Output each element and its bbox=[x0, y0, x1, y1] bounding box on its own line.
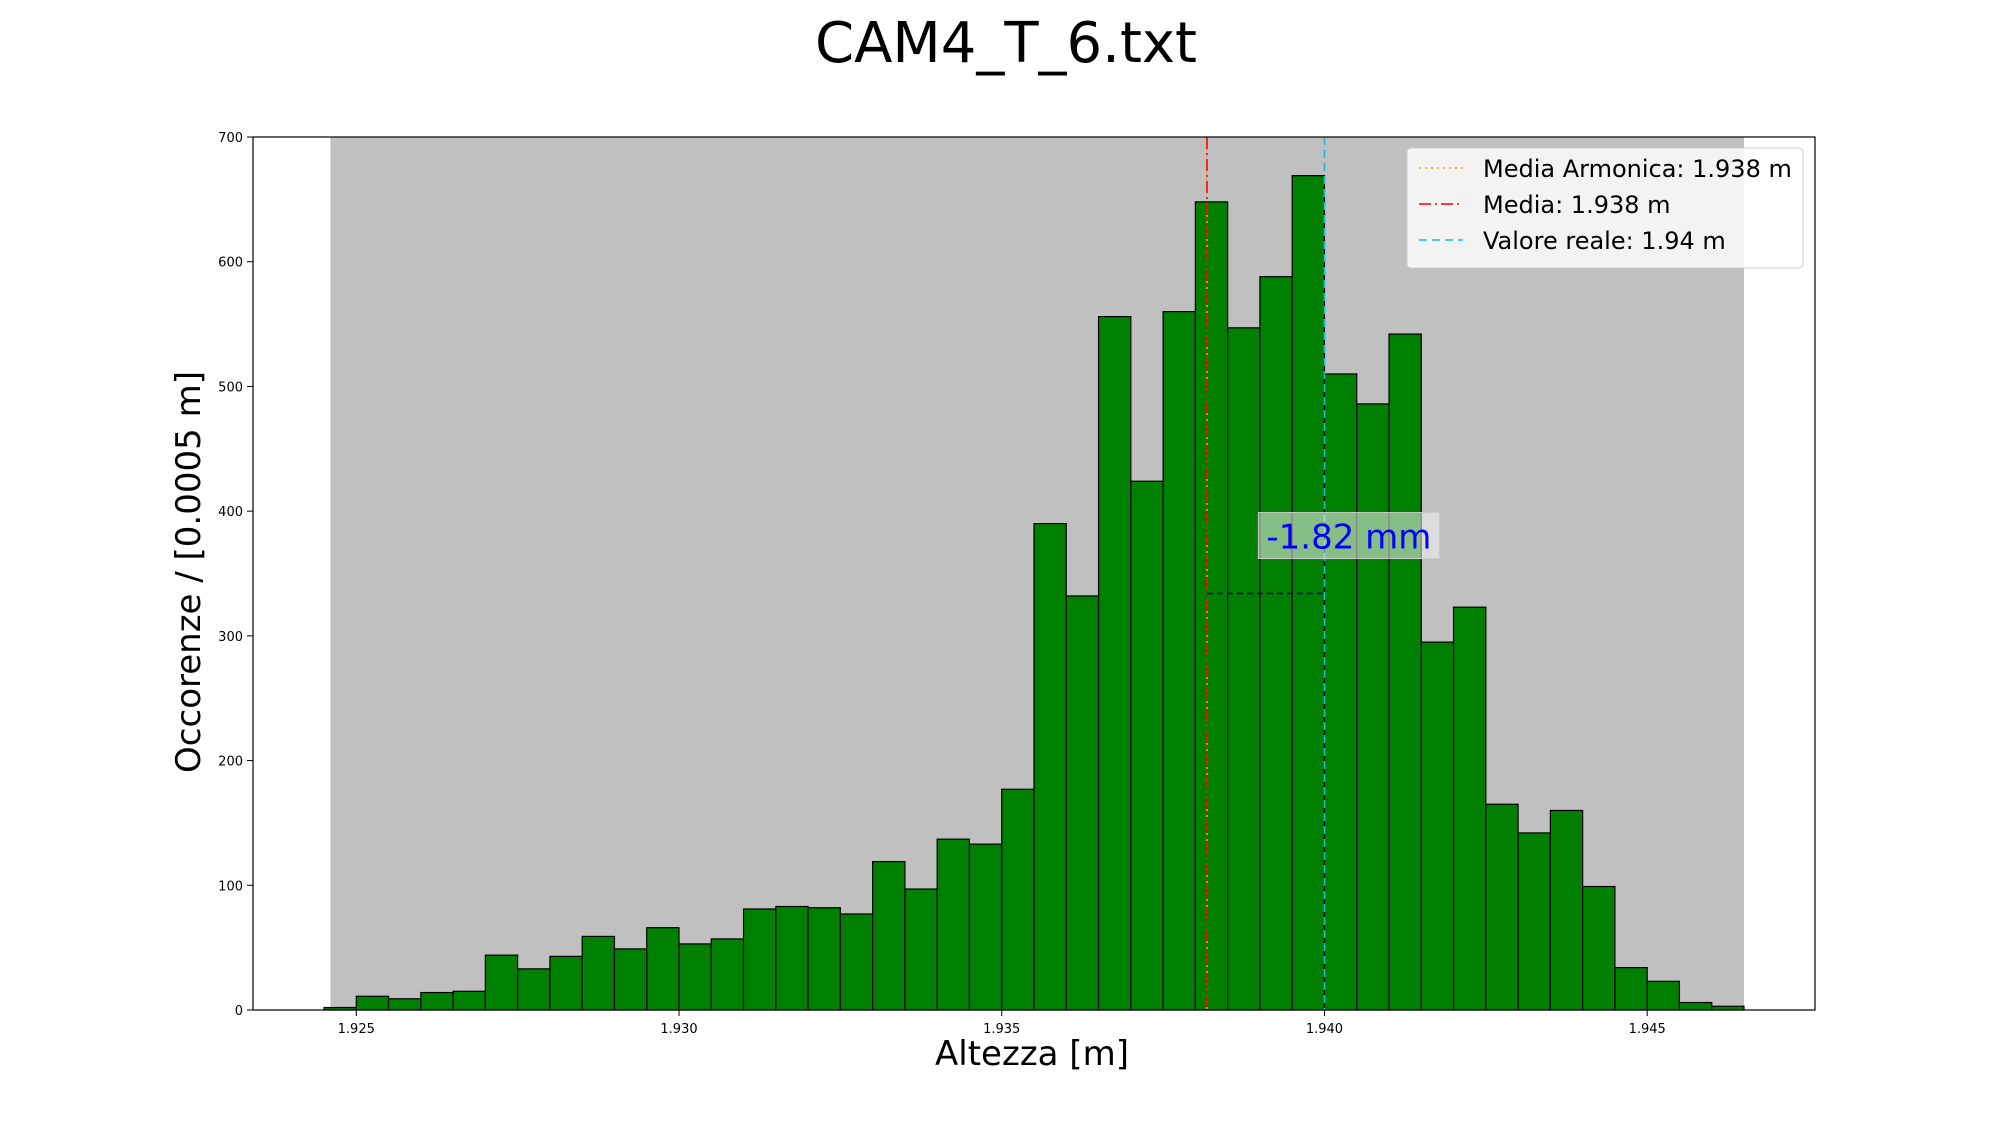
x-tick-label: 1.925 bbox=[338, 1022, 375, 1037]
histogram-bar bbox=[613, 948, 648, 1011]
y-tick-label: 100 bbox=[218, 879, 243, 894]
x-axis-label: Altezza [m] bbox=[935, 1034, 1129, 1074]
chart-title: CAM4_T_6.txt bbox=[815, 11, 1197, 76]
histogram-bar bbox=[1162, 311, 1196, 1011]
histogram-bar bbox=[452, 990, 486, 1011]
y-tick-label: 400 bbox=[218, 505, 243, 520]
histogram-bar bbox=[904, 888, 938, 1011]
x-tick-label: 1.935 bbox=[983, 1022, 1020, 1037]
histogram-bar bbox=[1388, 333, 1422, 1011]
histogram-bar bbox=[1485, 803, 1519, 1011]
plot-frame bbox=[252, 136, 1816, 1011]
histogram-bar bbox=[1097, 315, 1132, 1011]
histogram-bar bbox=[1549, 809, 1584, 1011]
histogram-bar bbox=[1452, 606, 1487, 1011]
histogram-bar bbox=[1259, 276, 1293, 1011]
histogram-bar bbox=[1194, 201, 1229, 1011]
histogram-bar bbox=[355, 995, 390, 1011]
histogram-bar bbox=[420, 991, 454, 1011]
histogram-bar bbox=[1356, 403, 1390, 1011]
histogram-bar bbox=[742, 908, 777, 1011]
y-tick-label: 600 bbox=[218, 256, 243, 271]
legend-box bbox=[1406, 147, 1804, 269]
histogram-bar bbox=[517, 968, 551, 1011]
y-tick-label: 200 bbox=[218, 755, 243, 770]
histogram-bar bbox=[1065, 595, 1100, 1011]
y-tick-label: 0 bbox=[235, 1004, 243, 1019]
annotation-text: -1.82 mm bbox=[1266, 518, 1431, 558]
histogram-bar bbox=[1130, 480, 1164, 1011]
axes: 1.925 1.930 1.935 1.940 1.945 0 100 200 300 400 50… bbox=[218, 131, 1816, 1037]
histogram-bars bbox=[323, 175, 1745, 1011]
y-tick-label: 500 bbox=[218, 380, 243, 395]
histogram-bar bbox=[1646, 980, 1681, 1011]
histogram-bar bbox=[1001, 788, 1035, 1011]
histogram-bar bbox=[1323, 373, 1358, 1011]
histogram-bar bbox=[678, 943, 712, 1011]
x-tick-label: 1.930 bbox=[660, 1022, 697, 1037]
y-axis-label: Occorenze / [0.0005 m] bbox=[169, 371, 209, 773]
histogram-bar bbox=[968, 843, 1003, 1011]
histogram-bar bbox=[1517, 832, 1551, 1011]
histogram-bar bbox=[775, 905, 809, 1011]
histogram-bar bbox=[872, 860, 906, 1011]
histogram-bar bbox=[1678, 1001, 1713, 1011]
histogram-bar bbox=[581, 935, 616, 1011]
histogram-bar bbox=[387, 998, 422, 1011]
y-tick-label: 300 bbox=[218, 630, 243, 645]
histogram-bar bbox=[646, 927, 680, 1011]
histogram-bar bbox=[1614, 966, 1648, 1011]
legend-entry-label: Valore reale: 1.94 m bbox=[1483, 227, 1726, 255]
histogram-bar bbox=[936, 838, 971, 1011]
legend-entry-label: Media Armonica: 1.938 m bbox=[1483, 155, 1792, 183]
x-tick-label: 1.940 bbox=[1306, 1022, 1343, 1037]
histogram-bar bbox=[1420, 641, 1455, 1011]
histogram-bar bbox=[1227, 327, 1261, 1011]
histogram-bar bbox=[549, 955, 583, 1011]
histogram-bar bbox=[1033, 523, 1067, 1011]
histogram-bar bbox=[1582, 885, 1616, 1011]
histogram-bar bbox=[484, 954, 519, 1011]
histogram-bar bbox=[710, 938, 745, 1011]
difference-annotation: -1.82 mm bbox=[1206, 512, 1440, 595]
histogram-bar bbox=[807, 907, 841, 1011]
legend-entry-label: Media: 1.938 m bbox=[1483, 191, 1671, 219]
histogram-bar bbox=[839, 913, 874, 1011]
annotation-box bbox=[1257, 512, 1440, 560]
reference-lines bbox=[1206, 137, 1326, 1010]
x-tick-label: 1.945 bbox=[1629, 1022, 1666, 1037]
legend: Media Armonica: 1.938 m Media: 1.938 m Val… bbox=[1406, 147, 1804, 269]
y-tick-label: 700 bbox=[218, 131, 243, 146]
